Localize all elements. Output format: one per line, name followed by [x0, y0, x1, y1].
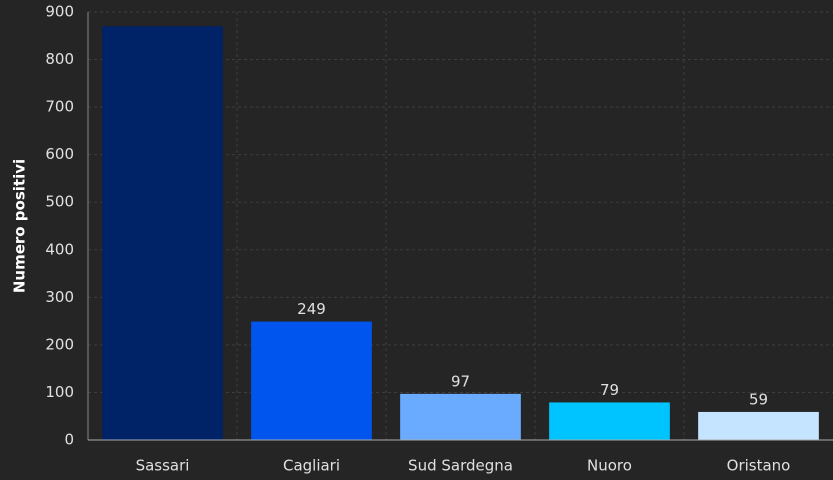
x-tick-label: Nuoro [587, 457, 632, 475]
bar [549, 402, 670, 440]
x-tick-label: Oristano [727, 457, 791, 475]
x-tick-label: Sassari [136, 457, 190, 475]
bar [102, 26, 223, 441]
y-tick-label: 500 [45, 193, 74, 211]
y-tick-label: 0 [64, 431, 74, 449]
value-label: 59 [749, 390, 768, 408]
y-tick-label: 400 [45, 240, 74, 258]
y-tick-label: 900 [45, 3, 74, 21]
bar [698, 411, 819, 440]
y-axis-label: Numero positivi [11, 159, 29, 293]
bar [251, 321, 372, 440]
y-tick-label: 300 [45, 288, 74, 306]
x-tick-label: Sud Sardegna [408, 457, 513, 475]
y-tick-label: 200 [45, 335, 74, 353]
value-label: 249 [297, 300, 326, 318]
y-tick-label: 100 [45, 383, 74, 401]
value-label: 79 [600, 381, 619, 399]
y-tick-label: 800 [45, 50, 74, 68]
x-tick-label: Cagliari [283, 457, 340, 475]
y-tick-label: 600 [45, 145, 74, 163]
bar [400, 393, 521, 440]
value-label: 97 [451, 372, 470, 390]
y-tick-label: 700 [45, 98, 74, 116]
